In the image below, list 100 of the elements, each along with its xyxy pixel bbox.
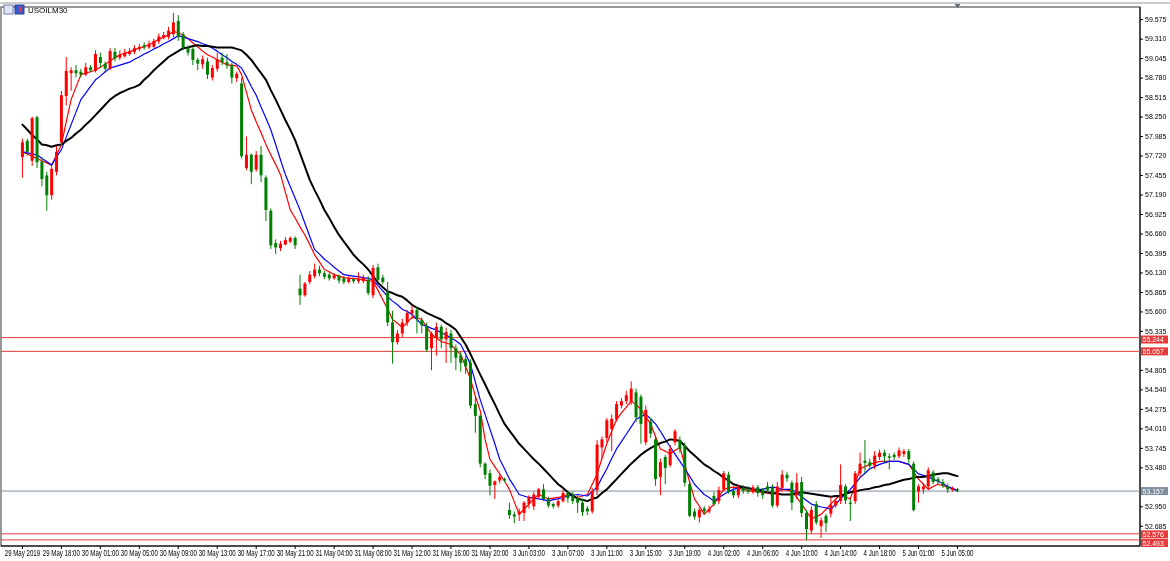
candlestick <box>805 509 809 541</box>
x-tick-label: 4 Jun 02:00 <box>707 548 740 559</box>
x-tick-label: 5 Jun 05:00 <box>941 548 974 559</box>
candlestick <box>843 483 847 505</box>
candlestick <box>746 485 750 495</box>
candlestick <box>473 395 477 434</box>
x-tick-label: 3 Jun 07:00 <box>551 548 584 559</box>
candlestick <box>400 318 404 338</box>
candlestick <box>941 478 945 489</box>
candlestick <box>113 47 117 62</box>
candlestick <box>780 469 784 493</box>
x-tick-label: 4 Jun 14:00 <box>824 548 857 559</box>
candlestick <box>79 68 83 79</box>
candlestick <box>225 53 229 70</box>
candlestick <box>108 47 112 71</box>
candlestick <box>887 452 891 471</box>
candlestick <box>873 450 877 471</box>
candlestick <box>532 491 536 511</box>
candlestick <box>790 480 794 511</box>
candlestick <box>668 444 672 468</box>
candlestick <box>610 413 614 452</box>
candlestick <box>775 481 779 509</box>
candlestick <box>605 417 609 443</box>
x-tick-label: 30 May 21:00 <box>276 548 314 559</box>
candlestick <box>566 491 570 504</box>
candlestick <box>590 487 594 515</box>
x-tick-label: 5 Jun 01:00 <box>902 548 935 559</box>
candlestick <box>366 275 370 296</box>
candlestick <box>220 52 224 66</box>
candlestick <box>415 306 419 334</box>
x-tick-label: 31 May 12:00 <box>393 548 431 559</box>
candlestick <box>727 471 731 495</box>
candlestick <box>230 62 234 84</box>
candlestick <box>722 470 726 493</box>
x-tick-label: 30 May 05:00 <box>120 548 158 559</box>
candlestick <box>45 171 49 212</box>
candlestick <box>376 263 380 283</box>
x-tick-label: 3 Jun 15:00 <box>629 548 662 559</box>
x-tick-label: 4 Jun 10:00 <box>785 548 818 559</box>
candlestick <box>459 351 463 373</box>
x-tick-label: 4 Jun 06:00 <box>746 548 779 559</box>
candlestick <box>449 329 453 364</box>
candlestick <box>181 31 185 51</box>
x-tick-label: 30 May 13:00 <box>198 548 236 559</box>
candlestick <box>839 463 843 505</box>
candlestick <box>819 516 823 539</box>
candlestick <box>897 446 901 459</box>
candlestick <box>391 310 395 365</box>
candlestick <box>629 380 633 406</box>
x-tick-label: 30 May 01:00 <box>81 548 119 559</box>
x-tick-label: 31 May 16:00 <box>432 548 470 559</box>
candlestick <box>663 454 667 485</box>
candlestick <box>425 321 429 353</box>
candlestick <box>254 150 258 173</box>
x-tick-label: 3 Jun 03:00 <box>512 548 545 559</box>
candlestick <box>332 272 336 281</box>
x-tick-label: 30 May 17:00 <box>237 548 275 559</box>
candlestick <box>342 275 346 285</box>
candlestick <box>69 66 73 92</box>
x-tick-label: 31 May 20:00 <box>471 548 509 559</box>
candlestick <box>439 324 443 349</box>
candlestick <box>658 458 662 496</box>
x-tick-label: 29 May 2019 <box>4 548 41 559</box>
candlestick <box>215 52 219 73</box>
candlestick <box>649 417 653 439</box>
candlestick <box>615 400 619 423</box>
candlestick <box>926 466 930 490</box>
candlestick <box>434 321 438 357</box>
candlestick <box>55 145 59 176</box>
candlestick <box>527 494 531 509</box>
x-tick-label: 31 May 08:00 <box>354 548 392 559</box>
x-tick-label: 4 Jun 18:00 <box>863 548 896 559</box>
candlestick <box>249 152 253 185</box>
candlestick <box>74 64 78 79</box>
candlestick <box>454 344 458 371</box>
x-tick-label: 31 May 04:00 <box>315 548 353 559</box>
candlestick <box>176 14 180 42</box>
candlestick <box>795 472 799 500</box>
x-tick-label: 30 May 09:00 <box>159 548 197 559</box>
candlestick <box>259 145 263 183</box>
candlestick <box>444 327 448 364</box>
candlestick <box>191 46 195 66</box>
candlestick <box>902 448 906 458</box>
candlestick <box>430 331 434 371</box>
candlestick <box>770 483 774 509</box>
x-tick-label: 3 Jun 19:00 <box>668 548 701 559</box>
candlestick <box>824 513 828 533</box>
candlestick <box>678 435 682 454</box>
candlestick <box>244 135 248 171</box>
candlestick <box>186 44 190 57</box>
candlestick <box>206 57 209 80</box>
candlestick <box>93 49 97 73</box>
candlestick <box>298 274 302 306</box>
chart-title: USOILM30 <box>28 6 69 15</box>
x-tick-label: 3 Jun 11:00 <box>591 548 623 559</box>
candlestick <box>464 355 468 375</box>
candlestick <box>410 305 414 320</box>
candlestick <box>814 500 818 526</box>
candlestick <box>917 483 921 504</box>
candlestick <box>858 452 862 478</box>
